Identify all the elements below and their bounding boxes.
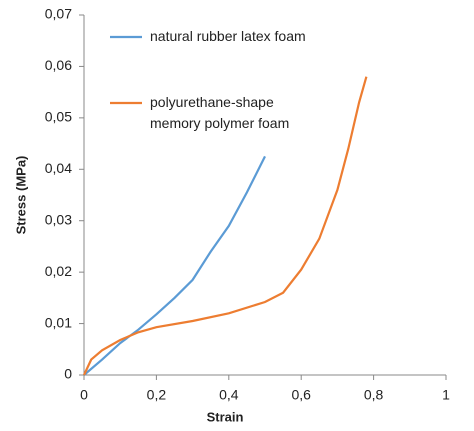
x-tick-label: 0,2	[147, 387, 167, 403]
y-tick-label: 0,01	[45, 314, 72, 330]
x-axis-title: Strain	[207, 409, 244, 424]
y-tick-label: 0,03	[45, 211, 72, 227]
y-tick-label: 0,05	[45, 109, 72, 125]
x-tick-label: 0,6	[291, 387, 311, 403]
x-tick-label: 0	[80, 387, 88, 403]
y-tick-label: 0	[64, 366, 72, 382]
y-tick-label: 0,04	[45, 160, 72, 176]
legend-label: natural rubber latex foam	[150, 28, 306, 44]
y-tick-label: 0,07	[45, 6, 72, 22]
y-axis-title: Stress (MPa)	[13, 156, 28, 235]
legend-label: polyurethane-shape memory polymer foam	[150, 94, 290, 131]
y-tick-label: 0,02	[45, 263, 72, 279]
x-tick-label: 0,8	[364, 387, 384, 403]
x-tick-label: 0,4	[219, 387, 239, 403]
data-line	[83, 155, 266, 376]
x-tick-label: 1	[442, 387, 450, 403]
data-line	[83, 76, 368, 376]
y-tick-label: 0,06	[45, 57, 72, 73]
